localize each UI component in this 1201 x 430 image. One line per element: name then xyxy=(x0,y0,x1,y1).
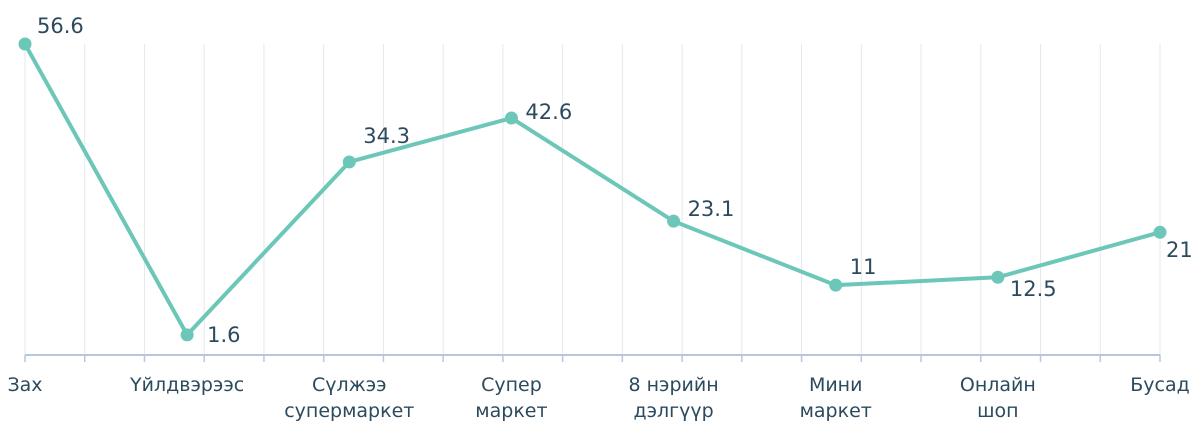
x-tick-label: Супер маркет xyxy=(475,374,548,422)
x-tick-label: Бусад xyxy=(1130,374,1190,396)
point xyxy=(829,278,843,292)
x-tick-label: Сүлжээ супермаркет xyxy=(284,374,415,422)
point xyxy=(1153,225,1167,239)
value-label: 11 xyxy=(849,255,877,280)
value-label: 12.5 xyxy=(1009,277,1057,302)
point xyxy=(667,214,681,228)
x-tick-label: Үйлдвэрээс xyxy=(130,374,245,396)
value-label: 21 xyxy=(1166,238,1193,263)
value-label: 34.3 xyxy=(363,123,411,148)
x-tick-label: Онлайн шоп xyxy=(959,374,1036,422)
line xyxy=(23,43,1161,337)
point xyxy=(18,37,32,51)
point xyxy=(504,111,518,125)
point xyxy=(342,155,356,169)
x-tick-label: Мини маркет xyxy=(799,374,872,422)
point xyxy=(991,270,1005,284)
value-label: 1.6 xyxy=(207,322,241,347)
x-tick-label: Зах xyxy=(7,374,43,396)
x-tick-label: 8 нэрийн дэлгүүр xyxy=(628,374,719,422)
point xyxy=(180,328,194,342)
value-label: 42.6 xyxy=(525,100,573,125)
value-label: 56.6 xyxy=(37,14,84,38)
value-label: 23.1 xyxy=(687,197,735,222)
